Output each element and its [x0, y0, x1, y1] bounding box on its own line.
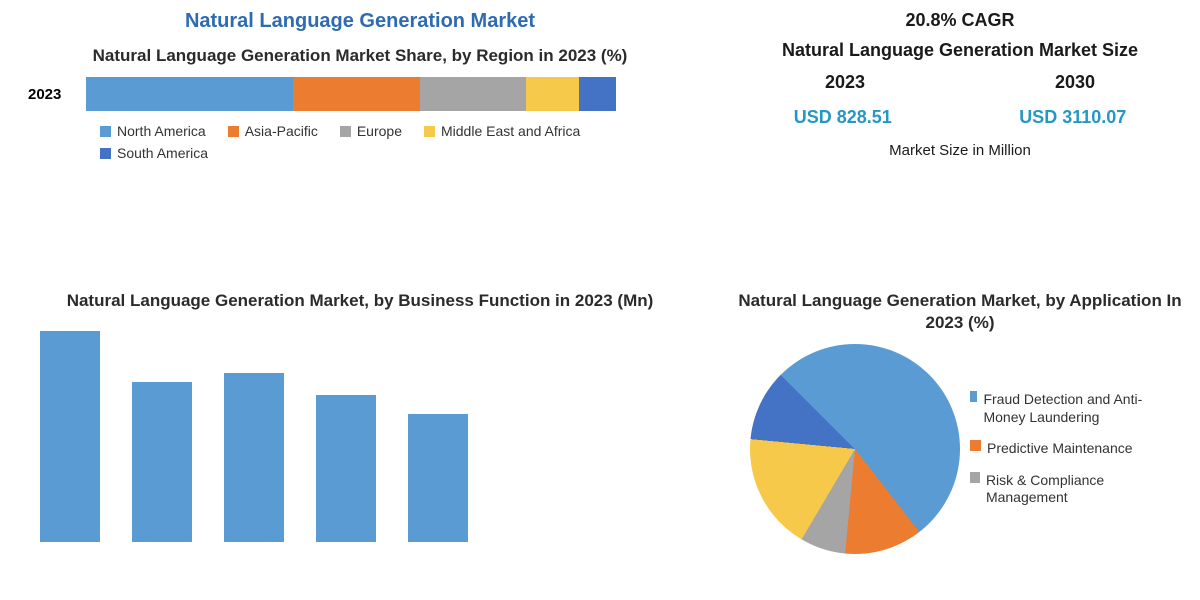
market-size-panel: 20.8% CAGR Natural Language Generation M… — [720, 0, 1200, 280]
region-segment — [420, 77, 526, 111]
legend-item: Asia-Pacific — [228, 123, 318, 139]
legend-swatch — [100, 148, 111, 159]
legend-swatch — [340, 126, 351, 137]
business-function-panel: Natural Language Generation Market, by B… — [0, 280, 720, 600]
legend-item: South America — [100, 145, 208, 161]
legend-item: Middle East and Africa — [424, 123, 580, 139]
legend-swatch — [228, 126, 239, 137]
business-bar — [224, 373, 284, 543]
region-stacked-bar: 2023 — [28, 77, 692, 111]
legend-item: Fraud Detection and Anti-Money Launderin… — [970, 391, 1170, 426]
legend-item: Risk & Compliance Management — [970, 472, 1170, 507]
legend-label: Predictive Maintenance — [987, 440, 1133, 458]
region-segment — [86, 77, 293, 111]
application-chart-title: Natural Language Generation Market, by A… — [730, 290, 1190, 334]
legend-label: Middle East and Africa — [441, 123, 580, 139]
legend-label: Fraud Detection and Anti-Money Launderin… — [983, 391, 1170, 426]
business-bar — [316, 395, 376, 542]
legend-item: North America — [100, 123, 206, 139]
region-segment — [293, 77, 420, 111]
region-legend: North America Asia-Pacific Europe Middle Ea… — [100, 123, 620, 161]
legend-swatch — [424, 126, 435, 137]
legend-label: Europe — [357, 123, 402, 139]
legend-swatch — [970, 440, 981, 451]
size-value-0: USD 828.51 — [794, 107, 892, 128]
region-share-panel: Natural Language Generation Market Natur… — [0, 0, 720, 280]
business-bar — [132, 382, 192, 542]
legend-swatch — [970, 472, 980, 483]
legend-swatch — [100, 126, 111, 137]
region-year-label: 2023 — [28, 86, 74, 103]
application-legend: Fraud Detection and Anti-Money Launderin… — [970, 391, 1170, 507]
legend-item: Europe — [340, 123, 402, 139]
business-bar — [408, 414, 468, 542]
legend-item: Predictive Maintenance — [970, 440, 1170, 458]
region-segment — [526, 77, 579, 111]
main-title: Natural Language Generation Market — [10, 10, 710, 33]
size-year-0: 2023 — [825, 72, 865, 93]
application-panel: Natural Language Generation Market, by A… — [720, 280, 1200, 600]
region-chart-title: Natural Language Generation Market Share… — [10, 45, 710, 67]
size-year-1: 2030 — [1055, 72, 1095, 93]
legend-label: North America — [117, 123, 206, 139]
pie-wrap: Fraud Detection and Anti-Money Launderin… — [730, 344, 1190, 554]
region-bar-track — [86, 77, 616, 111]
region-segment — [579, 77, 616, 111]
size-years-row: 2023 2030 — [730, 72, 1190, 93]
cagr-label: 20.8% CAGR — [730, 10, 1190, 31]
business-bars — [10, 322, 710, 542]
legend-swatch — [970, 391, 977, 402]
application-pie — [750, 344, 960, 554]
size-unit-label: Market Size in Million — [730, 142, 1190, 159]
size-value-1: USD 3110.07 — [1019, 107, 1126, 128]
business-chart-title: Natural Language Generation Market, by B… — [10, 290, 710, 312]
legend-label: South America — [117, 145, 208, 161]
legend-label: Risk & Compliance Management — [986, 472, 1170, 507]
size-title: Natural Language Generation Market Size — [730, 39, 1190, 62]
business-bar — [40, 331, 100, 542]
legend-label: Asia-Pacific — [245, 123, 318, 139]
size-values-row: USD 828.51 USD 3110.07 — [730, 107, 1190, 128]
